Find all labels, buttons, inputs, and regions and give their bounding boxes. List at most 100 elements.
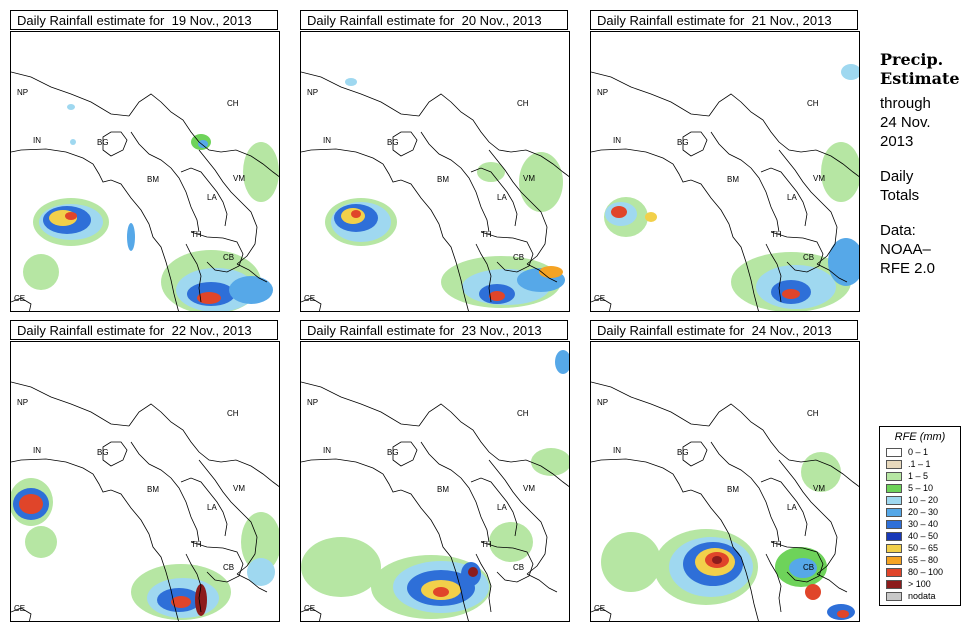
country-border bbox=[475, 243, 492, 303]
rainfall-legend: RFE (mm) 0 – 1 .1 – 1 1 – 5 5 – 10 10 – 20 20… bbox=[879, 426, 961, 606]
map-panel-22-nov: Daily Rainfall estimate for 22 Nov., 201… bbox=[10, 320, 280, 622]
country-label: CH bbox=[227, 99, 239, 108]
legend-swatch bbox=[886, 484, 902, 493]
totals-line1: Daily bbox=[880, 168, 914, 185]
country-label: CB bbox=[803, 253, 814, 262]
country-border bbox=[800, 149, 859, 177]
legend-label: 50 – 65 bbox=[908, 543, 939, 553]
rain-area bbox=[70, 139, 76, 145]
country-border bbox=[682, 441, 708, 467]
legend-swatch bbox=[886, 580, 902, 589]
country-border bbox=[185, 243, 202, 303]
country-border bbox=[708, 93, 802, 153]
country-border bbox=[180, 477, 228, 537]
rain-area bbox=[645, 212, 657, 222]
country-border bbox=[816, 573, 848, 593]
country-label: VM bbox=[813, 174, 825, 183]
country-label: BM bbox=[147, 175, 159, 184]
country-label: VM bbox=[233, 484, 245, 493]
country-label: VM bbox=[813, 484, 825, 493]
legend-label: 10 – 20 bbox=[908, 495, 939, 505]
map-canvas: NP CH IN BG BM VM LA TH CB CE bbox=[301, 71, 569, 311]
country-border bbox=[130, 441, 200, 543]
legend-label: 1 – 5 bbox=[908, 471, 929, 481]
country-border bbox=[220, 149, 279, 177]
legend-label: nodata bbox=[908, 591, 936, 601]
rainfall-map: NP CH IN BG BM VM LA TH CB CE bbox=[10, 31, 280, 312]
map-panel-23-nov: Daily Rainfall estimate for 23 Nov., 201… bbox=[300, 320, 570, 622]
rain-area bbox=[247, 558, 275, 586]
panel-title: Daily Rainfall estimate for 19 Nov., 201… bbox=[10, 10, 278, 30]
country-border bbox=[180, 167, 228, 227]
country-label: VM bbox=[523, 484, 535, 493]
country-border bbox=[526, 573, 558, 593]
country-border bbox=[198, 459, 258, 575]
rain-area bbox=[611, 206, 627, 218]
country-border bbox=[190, 541, 244, 583]
country-label: NP bbox=[307, 88, 318, 97]
country-border bbox=[488, 149, 548, 265]
country-label: LA bbox=[787, 503, 797, 512]
panel-title: Daily Rainfall estimate for 22 Nov., 201… bbox=[10, 320, 278, 340]
country-border bbox=[392, 441, 418, 467]
country-border bbox=[526, 263, 558, 283]
legend-label: 5 – 10 bbox=[908, 483, 934, 493]
legend-swatch bbox=[886, 496, 902, 505]
country-border bbox=[591, 297, 612, 311]
country-label: CB bbox=[223, 253, 234, 262]
country-label: IN bbox=[613, 136, 621, 145]
country-label: CB bbox=[803, 563, 814, 572]
country-border bbox=[488, 459, 548, 575]
country-border bbox=[128, 403, 222, 463]
country-label: BM bbox=[437, 485, 449, 494]
rain-area bbox=[195, 584, 207, 616]
country-border bbox=[682, 131, 708, 157]
rain-area bbox=[539, 266, 563, 278]
rain-area bbox=[23, 254, 59, 290]
country-label: IN bbox=[33, 446, 41, 455]
rain-area bbox=[801, 452, 841, 492]
rainfall-map: NP CH IN BG BM VM LA TH CB CE bbox=[10, 341, 280, 622]
country-label: LA bbox=[207, 503, 217, 512]
rain-area bbox=[789, 558, 817, 578]
country-label: NP bbox=[17, 88, 28, 97]
legend-title: RFE (mm) bbox=[894, 431, 946, 443]
side-info: Precip. Estimate through 24 Nov. 2013 Da… bbox=[880, 50, 965, 278]
through-label: through bbox=[880, 95, 931, 112]
rain-area bbox=[601, 532, 661, 592]
country-border bbox=[760, 477, 808, 537]
map-panel-24-nov: Daily Rainfall estimate for 24 Nov., 201… bbox=[590, 320, 860, 622]
legend-label: 40 – 50 bbox=[908, 531, 939, 541]
legend-swatch bbox=[886, 472, 902, 481]
country-border bbox=[11, 148, 179, 311]
country-border bbox=[236, 573, 268, 593]
rain-area bbox=[19, 494, 43, 514]
country-label: CE bbox=[14, 294, 25, 303]
end-date-line1: 24 Nov. bbox=[880, 114, 931, 131]
country-border bbox=[475, 553, 492, 613]
country-label: CH bbox=[807, 99, 819, 108]
data-source-line1: Data: bbox=[880, 222, 916, 239]
legend-label: > 100 bbox=[908, 579, 931, 589]
country-label: CE bbox=[304, 604, 315, 613]
country-border bbox=[418, 403, 512, 463]
rain-area bbox=[782, 289, 800, 299]
legend-label: 80 – 100 bbox=[908, 567, 944, 577]
country-label: NP bbox=[597, 88, 608, 97]
country-label: LA bbox=[207, 193, 217, 202]
country-border bbox=[765, 243, 782, 303]
rain-area bbox=[712, 556, 722, 564]
legend-swatch bbox=[886, 508, 902, 517]
country-label: CB bbox=[223, 563, 234, 572]
data-source-line3: RFE 2.0 bbox=[880, 260, 936, 277]
country-label: IN bbox=[323, 136, 331, 145]
rain-area bbox=[519, 152, 563, 212]
country-label: CE bbox=[594, 294, 605, 303]
country-label: TH bbox=[191, 540, 202, 549]
legend-swatch bbox=[886, 556, 902, 565]
country-border bbox=[770, 231, 824, 273]
country-label: BG bbox=[677, 448, 689, 457]
country-border bbox=[591, 71, 710, 117]
country-border bbox=[301, 148, 469, 311]
country-border bbox=[301, 71, 420, 117]
